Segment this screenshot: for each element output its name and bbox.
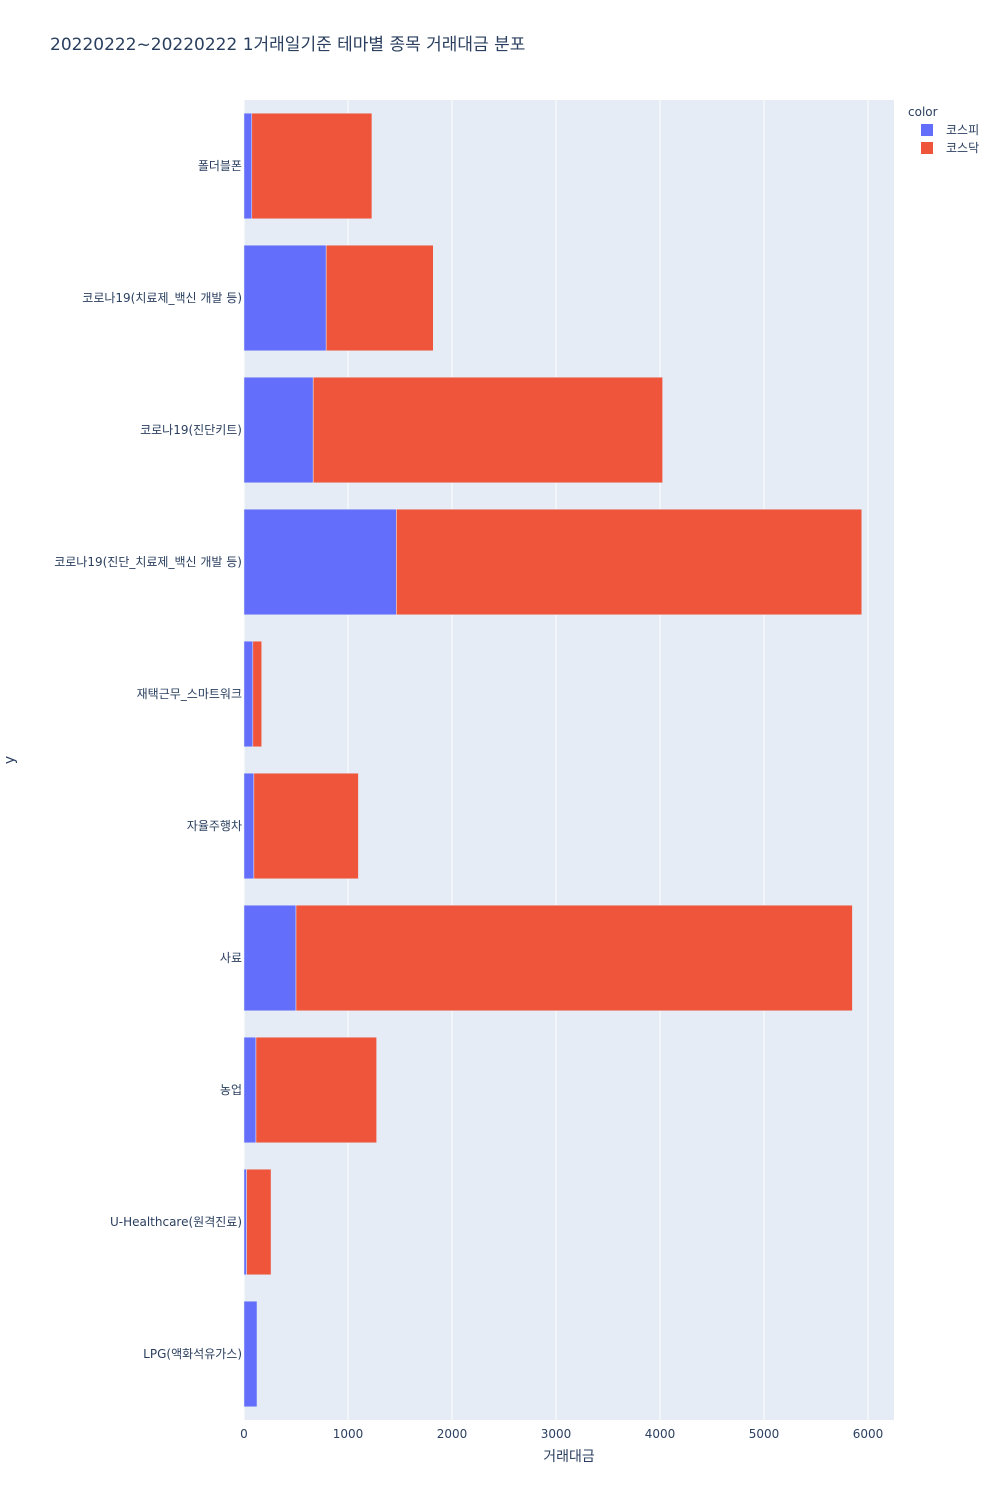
bar-segment	[253, 772, 359, 880]
legend-entry[interactable]: 코스피	[946, 123, 979, 137]
bar-segment	[251, 112, 373, 220]
y-tick-label: 자율주행차	[187, 818, 242, 833]
y-tick-label: 코로나19(진단_치료제_백신 개발 등)	[54, 555, 242, 569]
bar-segment	[243, 640, 254, 748]
legend-title: color	[908, 105, 938, 119]
bar-segment	[243, 376, 314, 484]
bar-segment	[243, 1300, 258, 1408]
y-tick-label: 재택근무_스마트워크	[137, 687, 242, 701]
legend-swatch	[921, 124, 933, 136]
bar-segment	[243, 112, 253, 220]
bar-segment	[295, 904, 853, 1012]
bar-segment	[312, 376, 663, 484]
chart-title: 20220222~20220222 1거래일기준 테마별 종목 거래대금 분포	[50, 35, 525, 55]
y-tick-label: 농업	[220, 1083, 242, 1097]
x-tick-label: 6000	[853, 1427, 884, 1441]
bar-segment	[255, 1036, 377, 1144]
bar-segment	[246, 1168, 272, 1276]
bar-segment	[325, 244, 434, 352]
y-tick-label: 코로나19(진단키트)	[140, 423, 242, 437]
legend-swatch	[921, 142, 933, 154]
x-tick-label: 0	[240, 1427, 248, 1441]
x-tick-label: 2000	[437, 1427, 468, 1441]
bar-segment	[243, 508, 397, 616]
y-tick-label: 폴더블폰	[198, 159, 242, 173]
bar-segment	[252, 640, 262, 748]
bar-segment	[243, 244, 327, 352]
bar-segment	[243, 1168, 247, 1276]
y-tick-label: LPG(액화석유가스)	[143, 1347, 242, 1361]
legend-entry[interactable]: 코스닥	[946, 141, 979, 155]
bar-segment	[243, 904, 297, 1012]
y-tick-label: U-Healthcare(원격진료)	[110, 1215, 242, 1229]
y-axis-title: y	[2, 756, 18, 764]
y-tick-label: 코로나19(치료제_백신 개발 등)	[82, 291, 242, 305]
bar-segment	[396, 508, 863, 616]
x-axis-ticks: 0 1000 2000 3000 4000 5000 6000	[240, 1427, 883, 1441]
x-tick-label: 5000	[749, 1427, 780, 1441]
x-tick-label: 1000	[333, 1427, 364, 1441]
x-tick-label: 4000	[645, 1427, 676, 1441]
x-axis-title: 거래대금	[543, 1449, 595, 1465]
y-tick-label: 사료	[220, 951, 242, 965]
bar-segment	[243, 1036, 257, 1144]
bar-segment	[243, 772, 255, 880]
x-tick-label: 3000	[541, 1427, 572, 1441]
bars	[243, 112, 863, 1408]
